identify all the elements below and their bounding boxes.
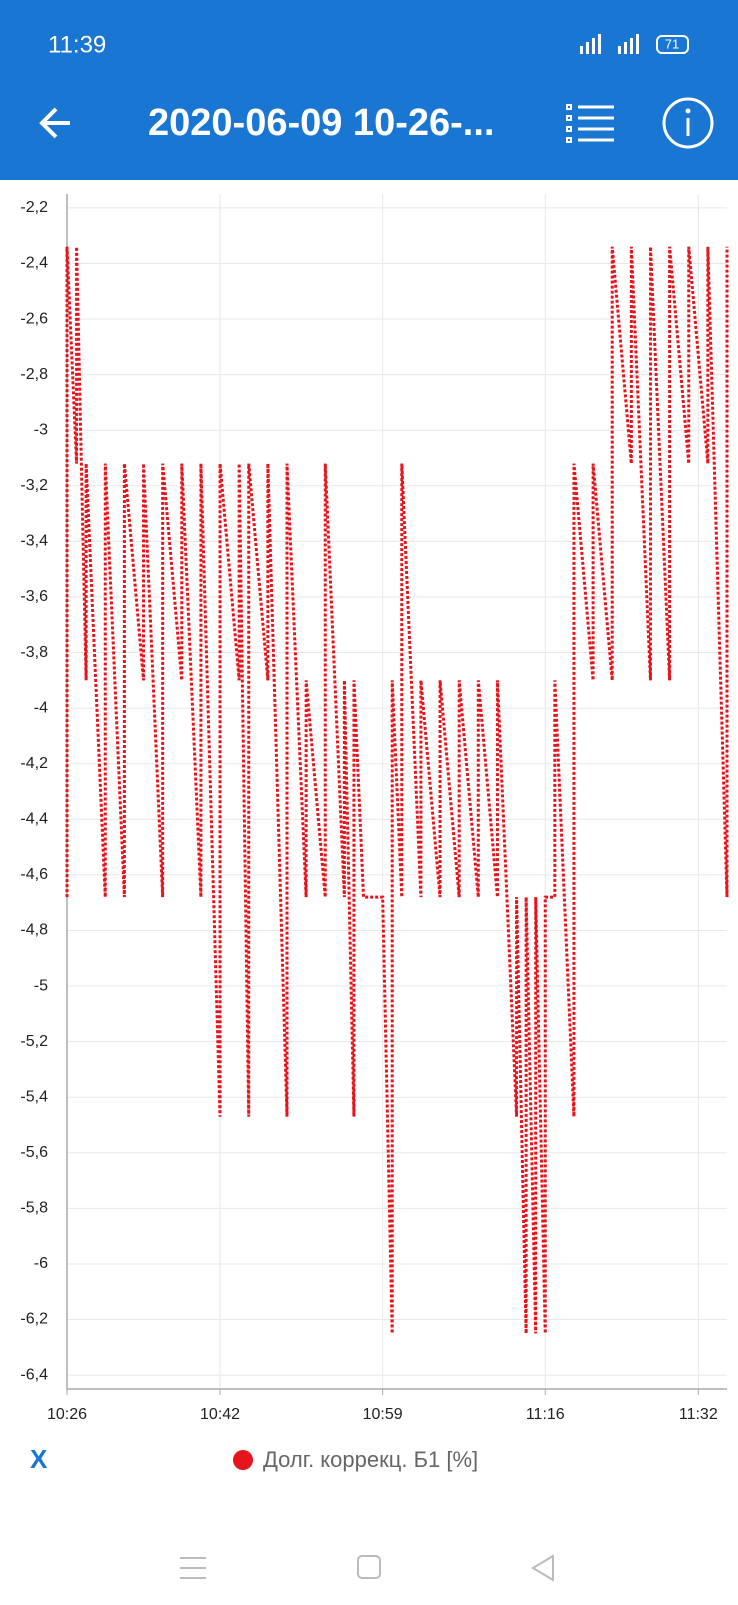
y-tick-label: -6 <box>34 1255 48 1272</box>
y-tick-label: -3,4 <box>20 533 48 550</box>
y-tick-label: -4,6 <box>20 866 48 883</box>
x-tick-label: 10:59 <box>363 1406 403 1423</box>
status-time: 11:39 <box>48 31 106 58</box>
y-tick-label: -5 <box>34 977 48 994</box>
signal-icons <box>580 34 639 54</box>
nav-bar <box>180 1554 554 1582</box>
battery <box>656 35 689 54</box>
y-tick-label: -3,8 <box>20 644 48 661</box>
x-tick-label: 10:26 <box>47 1406 87 1423</box>
y-tick-label: -5,8 <box>20 1200 48 1217</box>
y-tick-label: -2,2 <box>20 199 48 216</box>
y-tick-label: -5,4 <box>20 1088 48 1105</box>
y-tick-label: -3,2 <box>20 477 48 494</box>
battery-level: 71 <box>665 36 679 51</box>
title: 2020-06-09 10-26-... <box>148 102 494 144</box>
y-tick-label: -3 <box>34 421 48 438</box>
y-tick-label: -4,4 <box>20 811 48 828</box>
y-tick-label: -2,4 <box>20 255 48 272</box>
nav-back[interactable] <box>531 1554 554 1582</box>
nav-menu[interactable] <box>180 1557 206 1579</box>
x-toggle[interactable]: X <box>30 1444 48 1474</box>
y-tick-label: -3,6 <box>20 588 48 605</box>
chart: -2,2 -2,4 -2,6 -2,8 -3 -3,2 -3,4 -3,6 -3,8 -4 -4,2… <box>20 194 729 1423</box>
y-tick-label: -5,6 <box>20 1144 48 1161</box>
y-tick-label: -4,8 <box>20 922 48 939</box>
x-tick-label: 11:32 <box>679 1406 718 1423</box>
y-tick-label: -4,2 <box>20 755 48 772</box>
nav-home[interactable] <box>357 1555 381 1579</box>
list-button[interactable] <box>566 104 614 143</box>
app-bar <box>0 0 738 180</box>
x-tick-label: 11:16 <box>526 1406 565 1423</box>
legend-swatch <box>233 1450 253 1470</box>
y-tick-label: -4 <box>34 699 48 716</box>
data-line <box>65 246 729 1334</box>
back-button[interactable] <box>39 107 70 139</box>
y-tick-label: -5,2 <box>20 1033 48 1050</box>
x-tick-label: 10:42 <box>200 1406 240 1423</box>
y-tick-label: -2,8 <box>20 366 48 383</box>
y-tick-label: -6,2 <box>20 1311 48 1328</box>
y-tick-label: -6,4 <box>20 1366 48 1383</box>
y-tick-label: -2,6 <box>20 310 48 327</box>
info-button[interactable] <box>662 97 714 149</box>
legend-label: Долг. коррекц. Б1 [%] <box>263 1447 478 1472</box>
